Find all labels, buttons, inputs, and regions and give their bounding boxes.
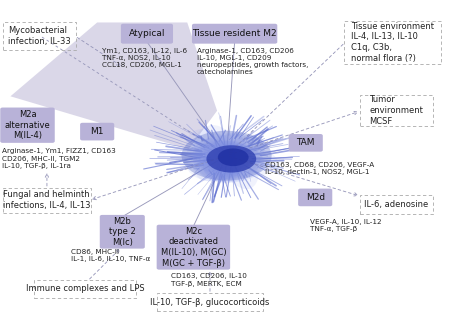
- Text: IL-10, TGF-β, glucocorticoids: IL-10, TGF-β, glucocorticoids: [150, 298, 270, 307]
- Polygon shape: [10, 22, 217, 149]
- Ellipse shape: [202, 141, 251, 179]
- Text: CD86, MHC-II
IL-1, IL-6, IL-10, TNF-α: CD86, MHC-II IL-1, IL-6, IL-10, TNF-α: [71, 249, 150, 262]
- Ellipse shape: [194, 125, 236, 171]
- Text: CD163, CD206, IL-10
TGF-β, MERTK, ECM: CD163, CD206, IL-10 TGF-β, MERTK, ECM: [171, 273, 246, 287]
- Ellipse shape: [218, 148, 248, 166]
- Ellipse shape: [193, 144, 278, 178]
- Text: Tissue environment
IL-4, IL-13, IL-10
C1q, C3b,
normal flora (?): Tissue environment IL-4, IL-13, IL-10 C1…: [351, 22, 434, 63]
- Text: Fungal and helminth
infections, IL-4, IL-13: Fungal and helminth infections, IL-4, IL…: [3, 190, 91, 210]
- Text: Immune complexes and LPS: Immune complexes and LPS: [26, 284, 144, 293]
- Text: Tissue resident M2: Tissue resident M2: [192, 29, 277, 38]
- Text: Atypical: Atypical: [128, 29, 165, 38]
- Ellipse shape: [195, 145, 242, 181]
- Ellipse shape: [203, 143, 260, 183]
- Text: Arginase-1, Ym1, FIZZ1, CD163
CD206, MHC-II, TGM2
IL-10, TGF-β, IL-1ra: Arginase-1, Ym1, FIZZ1, CD163 CD206, MHC…: [2, 148, 116, 169]
- FancyBboxPatch shape: [80, 123, 114, 141]
- Text: Arginase-1, CD163, CD206
IL-10, MGL-1, CD209
neuropeptides, growth factors,
cate: Arginase-1, CD163, CD206 IL-10, MGL-1, C…: [197, 48, 308, 75]
- Ellipse shape: [203, 140, 253, 174]
- Text: CD163, CD68, CD206, VEGF-A
IL-10, dectin-1, NOS2, MGL-1: CD163, CD68, CD206, VEGF-A IL-10, dectin…: [265, 162, 374, 175]
- Ellipse shape: [197, 141, 252, 175]
- Text: M2a
alternative
M(IL-4): M2a alternative M(IL-4): [5, 110, 50, 141]
- Text: VEGF-A, IL-10, IL-12
TNF-α, TGF-β: VEGF-A, IL-10, IL-12 TNF-α, TGF-β: [310, 219, 382, 232]
- FancyBboxPatch shape: [289, 134, 323, 152]
- FancyBboxPatch shape: [121, 24, 173, 44]
- FancyBboxPatch shape: [192, 24, 277, 44]
- Ellipse shape: [186, 142, 247, 181]
- FancyBboxPatch shape: [0, 108, 55, 143]
- Text: Tumor
environment
MCSF: Tumor environment MCSF: [369, 95, 423, 126]
- Text: Ym1, CD163, IL-12, IL-6
TNF-α, NOS2, IL-10
CCL18, CD206, MGL-1: Ym1, CD163, IL-12, IL-6 TNF-α, NOS2, IL-…: [102, 48, 187, 68]
- Text: TAM: TAM: [296, 138, 315, 147]
- Ellipse shape: [206, 145, 256, 173]
- Text: Mycobacterial
infection, IL-33: Mycobacterial infection, IL-33: [9, 26, 71, 46]
- Ellipse shape: [193, 140, 249, 181]
- Ellipse shape: [182, 131, 272, 180]
- Ellipse shape: [190, 134, 266, 165]
- Ellipse shape: [216, 134, 265, 182]
- FancyBboxPatch shape: [100, 215, 145, 248]
- Text: M2d: M2d: [306, 193, 325, 202]
- Ellipse shape: [199, 130, 247, 179]
- FancyBboxPatch shape: [298, 189, 332, 206]
- Ellipse shape: [186, 129, 240, 183]
- Text: M2b
type 2
M(Ic): M2b type 2 M(Ic): [109, 216, 136, 247]
- Ellipse shape: [192, 138, 237, 182]
- Text: M1: M1: [91, 127, 104, 136]
- Text: M2c
deactivated
M(IL-10), M(GC)
M(GC + TGF-β): M2c deactivated M(IL-10), M(GC) M(GC + T…: [161, 227, 226, 268]
- Ellipse shape: [208, 145, 264, 182]
- Text: IL-6, adenosine: IL-6, adenosine: [364, 200, 428, 209]
- Ellipse shape: [219, 133, 259, 189]
- Ellipse shape: [204, 134, 242, 179]
- FancyBboxPatch shape: [156, 225, 230, 270]
- Ellipse shape: [213, 133, 260, 177]
